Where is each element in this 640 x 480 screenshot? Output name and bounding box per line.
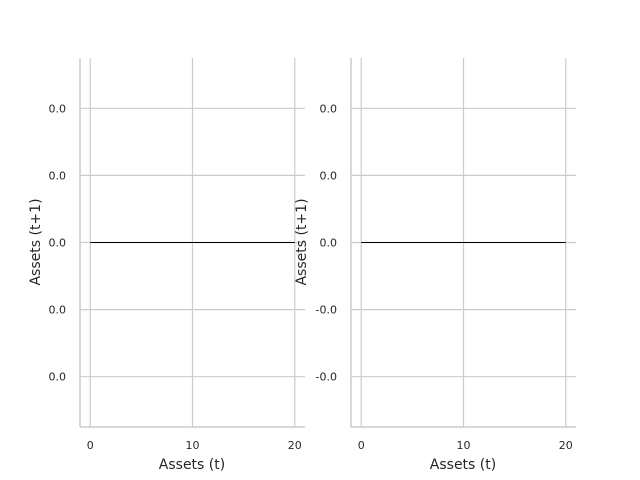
x-tick-label-left: 10 [186,439,200,452]
y-axis-label-right: Assets (t+1) [294,198,310,285]
x-tick-label-left: 0 [87,439,94,452]
y-tick-label-left: 0.0 [49,237,67,250]
subplot-right: 0 10 20 0.0 0.0 0.0 -0.0 -0.0 Assets (t) Assets… [294,58,576,473]
y-tick-label-left: 0.0 [49,169,67,182]
x-tick-label-right: 20 [559,439,573,452]
y-tick-label-left: 0.0 [49,371,67,384]
y-tick-label-left: 0.0 [49,304,67,317]
x-tick-label-right: 10 [457,439,471,452]
y-tick-label-left: 0.0 [49,102,67,115]
y-axis-label-left: Assets (t+1) [28,198,44,285]
x-axis-label-right: Assets (t) [430,457,496,473]
x-axis-label-left: Assets (t) [159,457,225,473]
y-tick-label-right: 0.0 [320,102,338,115]
y-tick-label-right: 0.0 [320,169,338,182]
plot-area-right: 0 10 20 0.0 0.0 0.0 -0.0 -0.0 [316,58,576,452]
subplot-left: 0 10 20 0.0 0.0 0.0 0.0 0.0 Assets (t) Assets (… [28,58,305,473]
y-tick-label-right: -0.0 [316,371,337,384]
x-tick-label-right: 0 [358,439,365,452]
x-tick-label-left: 20 [288,439,302,452]
y-tick-label-right: 0.0 [320,237,338,250]
y-tick-label-right: -0.0 [316,304,337,317]
plot-area-left: 0 10 20 0.0 0.0 0.0 0.0 0.0 [49,58,305,452]
